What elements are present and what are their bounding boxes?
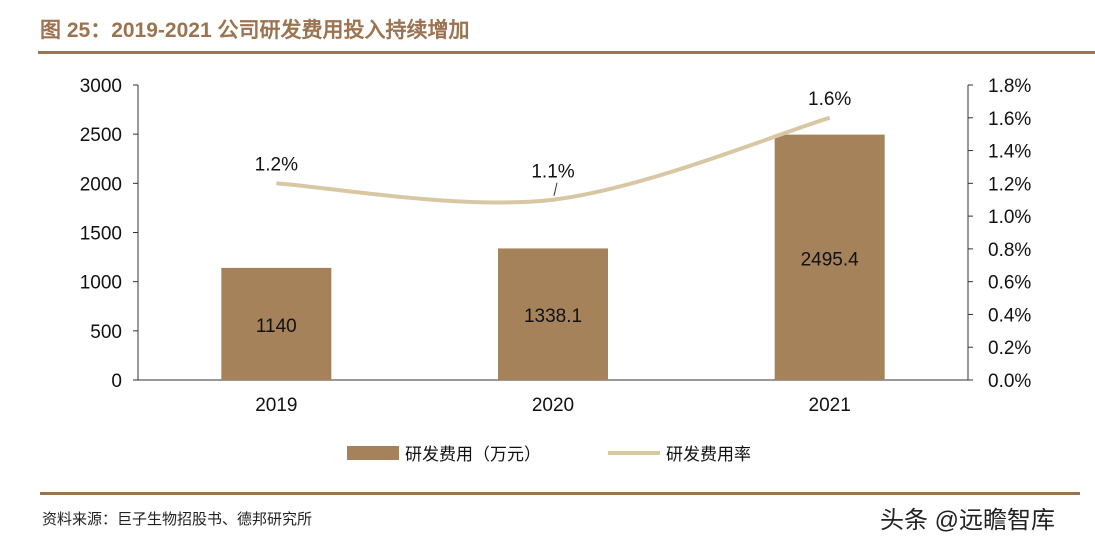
left-tick-label: 2500	[80, 125, 122, 146]
bar	[774, 134, 885, 380]
bar-label: 1338.1	[524, 306, 582, 327]
right-tick-label: 1.6%	[988, 109, 1031, 130]
footer-divider	[40, 492, 1080, 495]
rate-line	[276, 115, 831, 205]
right-tick-label: 1.8%	[988, 76, 1031, 97]
legend-line-label: 研发费用率	[666, 445, 751, 465]
rate-label: 1.1%	[531, 162, 574, 183]
right-tick-label: 1.0%	[988, 207, 1031, 228]
bar	[221, 267, 332, 380]
right-tick-label: 0.6%	[988, 273, 1031, 294]
chart-title: 图 25：2019-2021 公司研发费用投入持续增加	[40, 19, 470, 42]
bar-label: 1140	[256, 316, 297, 337]
watermark: 头条 @远瞻智库	[880, 507, 1056, 534]
title-divider	[38, 51, 1095, 54]
bar	[498, 248, 608, 380]
x-tick-label: 2021	[809, 395, 851, 416]
left-tick-label: 3000	[80, 76, 122, 97]
right-tick-label: 1.2%	[988, 174, 1031, 195]
legend-bar-label: 研发费用（万元）	[405, 445, 541, 465]
rate-label: 1.6%	[808, 89, 851, 110]
right-tick-label: 0.0%	[988, 371, 1031, 392]
label-leader	[553, 182, 558, 196]
left-tick-label: 1500	[80, 224, 122, 245]
left-tick-label: 1000	[80, 273, 122, 294]
rate-label: 1.2%	[255, 154, 298, 175]
source-note: 资料来源：巨子生物招股书、德邦研究所	[42, 510, 313, 528]
left-tick-label: 2000	[80, 174, 122, 195]
right-tick-label: 0.4%	[988, 305, 1031, 326]
left-tick-label: 500	[90, 322, 122, 343]
x-tick-label: 2020	[532, 395, 574, 416]
right-tick-label: 1.4%	[988, 142, 1031, 163]
left-tick-label: 0	[111, 371, 122, 392]
right-tick-label: 0.8%	[988, 240, 1031, 261]
x-tick-label: 2019	[255, 395, 297, 416]
legend-bar-swatch	[347, 446, 399, 460]
bar-label: 2495.4	[801, 249, 860, 270]
right-tick-label: 0.2%	[988, 338, 1031, 359]
